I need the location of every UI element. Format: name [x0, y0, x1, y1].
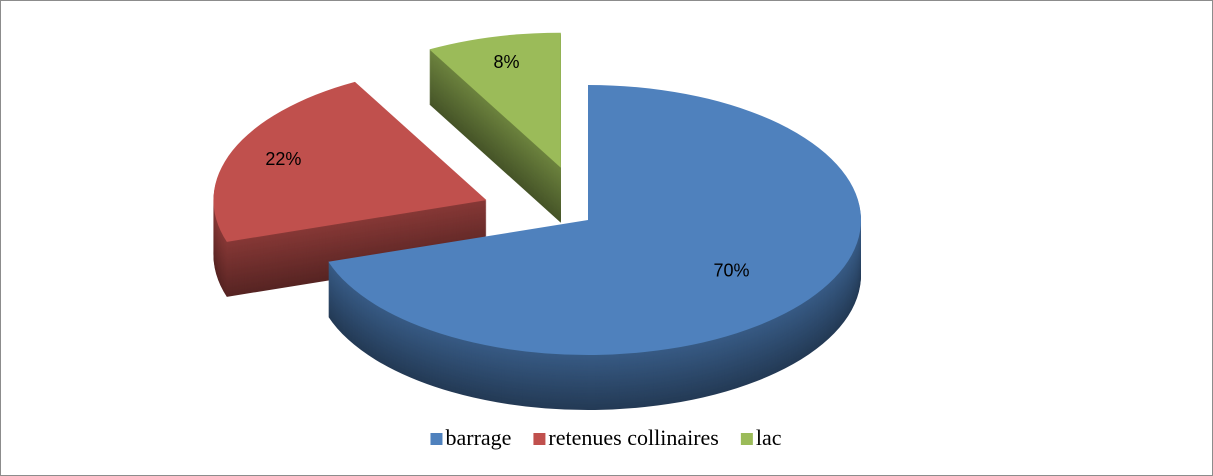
- data-label: 22%: [265, 149, 301, 169]
- data-label: 8%: [494, 52, 520, 72]
- legend-label: retenues collinaires: [548, 425, 718, 450]
- slice: [429, 32, 561, 168]
- legend: barrage retenues collinaires lac: [430, 425, 782, 450]
- legend-swatch: [533, 433, 546, 445]
- slice: [328, 85, 861, 356]
- data-label: 70%: [714, 260, 750, 280]
- slice: [213, 81, 487, 242]
- legend-swatch: [740, 433, 753, 445]
- legend-swatch: [430, 433, 443, 445]
- legend-label: lac: [756, 425, 782, 450]
- legend-label: barrage: [445, 425, 511, 450]
